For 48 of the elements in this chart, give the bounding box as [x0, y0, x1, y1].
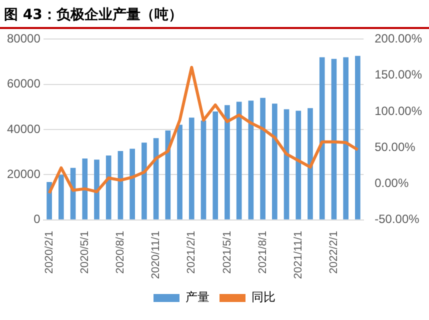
y-tick-label: 0 — [34, 212, 41, 226]
y2-tick-label: 150.00% — [374, 68, 422, 82]
bar — [130, 148, 135, 220]
bar — [58, 174, 64, 220]
bar — [308, 108, 313, 220]
y2-tick-label: 0.00% — [374, 176, 409, 190]
bar — [296, 110, 302, 220]
bar — [106, 156, 112, 220]
bar — [200, 120, 206, 220]
x-tick-label: 2021/11/1 — [292, 230, 304, 280]
y-tick-label: 80000 — [6, 32, 41, 46]
x-tick-label: 2020/2/1 — [43, 230, 56, 274]
x-tick-label: 2020/5/1 — [78, 230, 91, 274]
bar — [177, 124, 182, 220]
x-tick-label: 2021/8/1 — [256, 230, 269, 274]
x-tick-label: 2020/8/1 — [114, 230, 126, 274]
legend-label: 产量 — [186, 290, 210, 304]
bar — [142, 142, 147, 220]
bar — [188, 118, 194, 220]
y2-tick-label: -50.00% — [374, 212, 420, 226]
legend-label: 同比 — [252, 290, 276, 304]
bar — [165, 130, 171, 220]
bar — [260, 98, 266, 220]
y2-tick-label: 200.00% — [374, 32, 422, 46]
bar — [284, 109, 290, 220]
bar — [94, 160, 100, 220]
bar — [46, 182, 52, 220]
y-tick-label: 60000 — [6, 76, 41, 91]
y2-tick-label: 50.00% — [374, 140, 416, 154]
bar — [224, 105, 230, 220]
bar — [331, 58, 337, 220]
y-tick-label: 40000 — [6, 122, 41, 136]
bar — [236, 102, 242, 220]
bar — [82, 158, 88, 220]
bar — [118, 150, 124, 220]
x-tick-label: 2022/2/1 — [328, 230, 340, 274]
bar — [355, 56, 360, 220]
x-tick-label: 2021/5/1 — [221, 230, 234, 274]
y2-tick-label: 100.00% — [374, 104, 422, 118]
x-tick-label: 2020/11/1 — [150, 230, 162, 280]
chart-title: 图 43：负极企业产量（吨） — [0, 0, 429, 29]
y-tick-label: 20000 — [6, 167, 41, 182]
bar — [343, 57, 349, 220]
bar — [319, 57, 325, 220]
bar — [272, 104, 278, 220]
bar — [248, 100, 254, 220]
x-tick-label: 2021/2/1 — [186, 230, 198, 274]
bar — [212, 111, 218, 220]
